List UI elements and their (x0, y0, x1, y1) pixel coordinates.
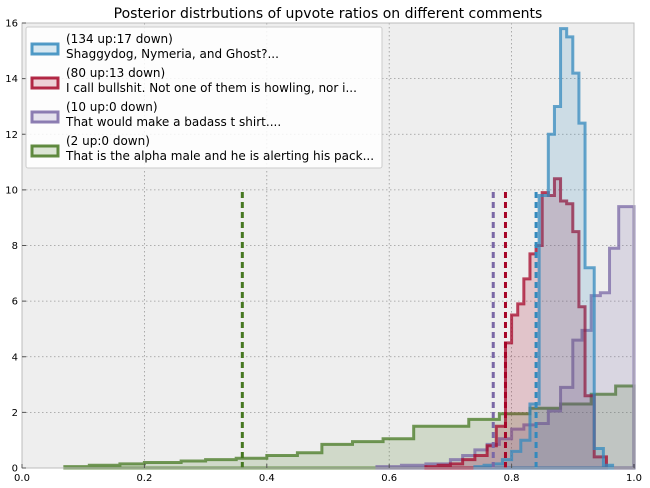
x-tick-label: 0.2 (136, 473, 152, 484)
chart-title: Posterior distrbutions of upvote ratios … (114, 6, 543, 22)
x-tick-label: 1.0 (626, 473, 642, 484)
x-tick-label: 0.6 (381, 473, 397, 484)
legend-swatch-series-3 (30, 110, 60, 124)
legend-label-series-1: (134 up:17 down) Shaggydog, Nymeria, and … (66, 32, 279, 61)
legend-swatch-series-4 (30, 144, 60, 158)
y-tick-label: 14 (5, 74, 18, 85)
legend-box (25, 26, 383, 169)
y-tick-label: 2 (12, 408, 18, 419)
legend-swatch-series-2 (30, 76, 60, 90)
x-tick-label: 0.8 (504, 473, 520, 484)
x-tick-label: 0.0 (14, 473, 30, 484)
y-tick-label: 0 (12, 464, 18, 475)
y-tick-label: 10 (5, 185, 18, 196)
y-tick-label: 12 (5, 130, 18, 141)
histogram-outline-series-1 (473, 27, 615, 470)
axes: 0.0 0.2 0.4 0.6 0.8 1.0 0 2 4 6 8 10 12 14 16 (5, 19, 642, 485)
histogram-fill-series-2 (425, 178, 607, 468)
histogram-outline-series-2 (424, 177, 608, 470)
legend-label-series-4: (2 up:0 down) That is the alpha male and … (65, 134, 374, 163)
x-tick-label: 0.4 (259, 473, 275, 484)
histogram-fill-series-4 (64, 385, 635, 468)
y-tick-label: 8 (12, 241, 18, 252)
y-tick-label: 6 (12, 297, 18, 308)
legend-label-series-3: (10 up:0 down) That would make a badass t… (65, 100, 281, 129)
legend: (134 up:17 down) Shaggydog, Nymeria, and … (25, 26, 383, 169)
mean-lines (240, 189, 538, 468)
histogram-fill-series-1 (474, 28, 613, 468)
histogram-fill-series-3 (376, 206, 634, 468)
y-tick-label: 4 (12, 352, 18, 363)
legend-label-series-2: (80 up:13 down) I call bullshit. Not one … (66, 66, 357, 95)
histogram-outline-series-4 (63, 384, 636, 470)
legend-swatch-series-1 (30, 42, 60, 56)
y-tick-label: 16 (5, 19, 18, 30)
